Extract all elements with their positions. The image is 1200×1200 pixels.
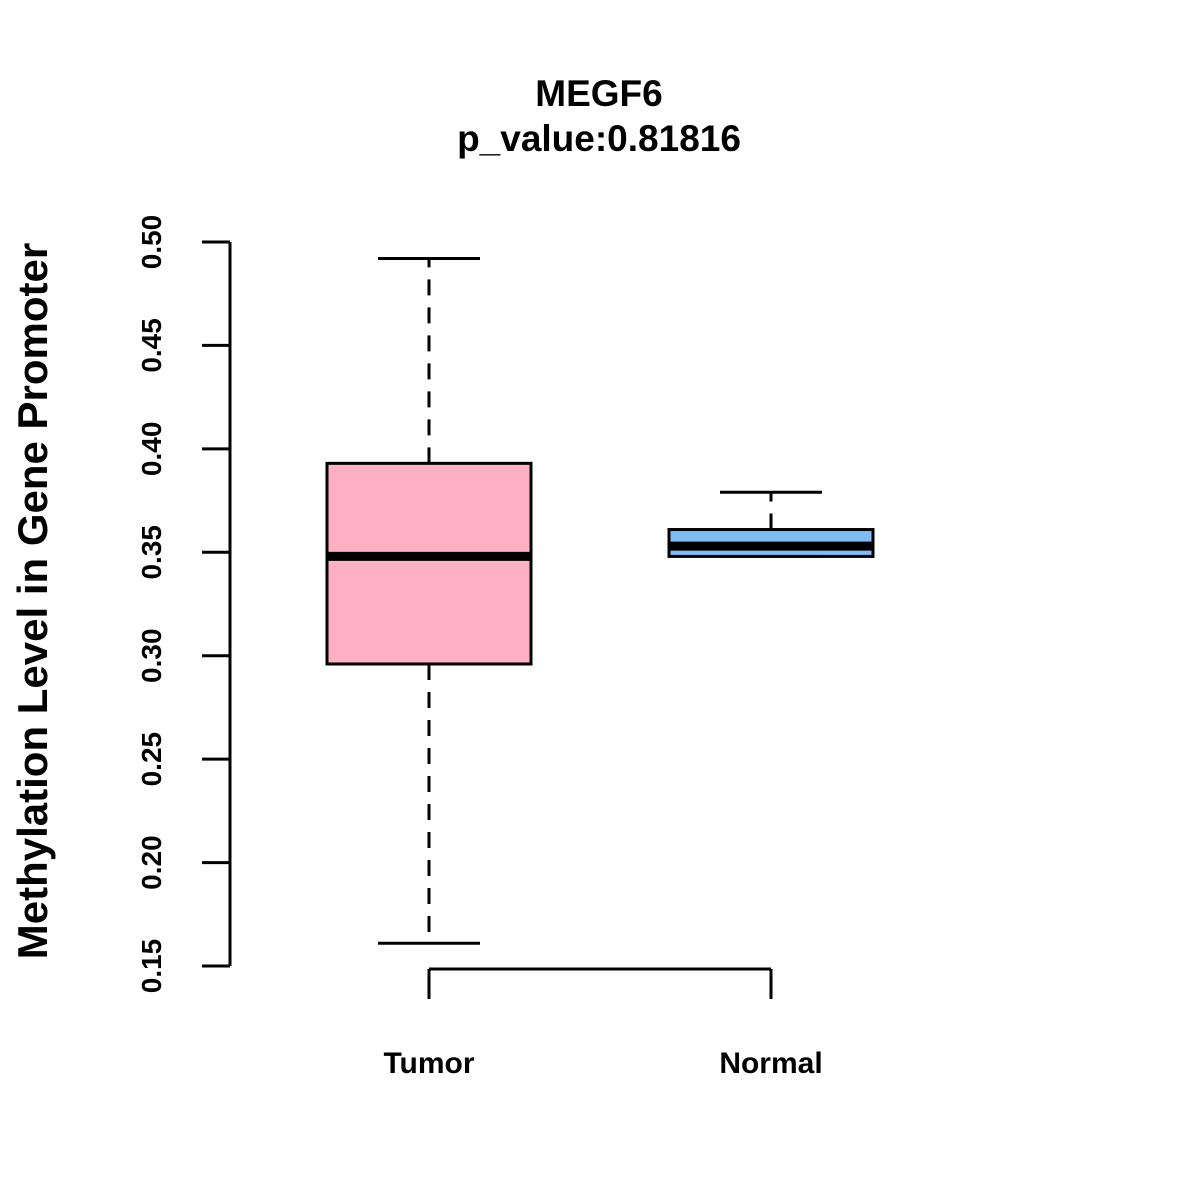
x-axis: Tumor Normal (383, 967, 823, 1080)
y-tick-label-3: 0.30 (136, 628, 167, 683)
boxes-layer (325, 257, 875, 945)
y-tick-label-6: 0.45 (136, 318, 167, 373)
x-tick-label-tumor: Tumor (383, 1047, 474, 1080)
y-axis-label: Methylation Level in Gene Promoter (9, 243, 56, 959)
x-tick-label-normal: Normal (719, 1047, 822, 1080)
y-tick-label-0: 0.15 (136, 939, 167, 994)
y-axis: 0.15 0.20 0.25 0.30 0.35 0.40 0.45 0.50 (136, 215, 232, 994)
box-normal (667, 490, 875, 558)
chart-subtitle: p_value:0.81816 (457, 118, 741, 159)
y-tick-label-4: 0.35 (136, 525, 167, 580)
y-tick-label-5: 0.40 (136, 422, 167, 477)
y-tick-label-1: 0.20 (136, 835, 167, 890)
box-tumor (325, 257, 533, 945)
chart-title: MEGF6 (535, 73, 662, 114)
y-tick-label-7: 0.50 (136, 215, 167, 270)
box-rect-tumor (325, 461, 533, 666)
y-tick-label-2: 0.25 (136, 732, 167, 787)
